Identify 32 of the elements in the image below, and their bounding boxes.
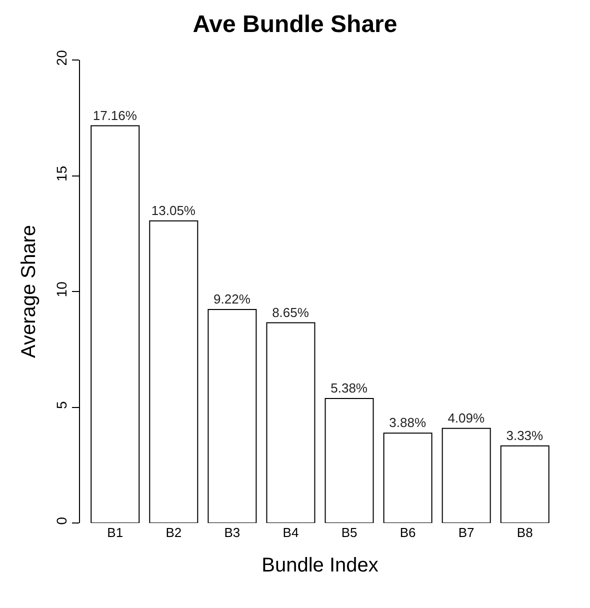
bar bbox=[266, 322, 316, 523]
y-tick-label: 0 bbox=[53, 516, 70, 525]
x-tick-label: B4 bbox=[282, 525, 299, 540]
bar bbox=[324, 398, 374, 523]
y-tick-label: 5 bbox=[53, 401, 70, 410]
data-label: 9.22% bbox=[214, 292, 251, 307]
bar bbox=[208, 309, 257, 523]
bar bbox=[500, 445, 550, 523]
bar bbox=[90, 125, 140, 523]
bar bbox=[442, 428, 491, 523]
data-label: 17.16% bbox=[92, 108, 138, 123]
data-label: 13.05% bbox=[151, 202, 196, 218]
x-tick-label: B8 bbox=[516, 525, 533, 540]
y-tick-label: 20 bbox=[53, 50, 70, 66]
chart-title: Ave Bundle Share bbox=[192, 11, 398, 38]
x-tick-label: B6 bbox=[400, 525, 416, 540]
data-label: 5.38% bbox=[330, 380, 368, 396]
y-tick-label: 10 bbox=[53, 281, 70, 298]
x-tick-label: B3 bbox=[224, 525, 240, 540]
bar bbox=[149, 220, 198, 523]
y-tick-label: 15 bbox=[53, 166, 70, 182]
y-axis-title: Average Share bbox=[18, 224, 40, 358]
x-tick-label: B1 bbox=[107, 525, 124, 540]
x-tick-label: B2 bbox=[166, 525, 182, 540]
x-axis-title: Bundle Index bbox=[262, 554, 378, 576]
data-label: 4.09% bbox=[448, 410, 485, 426]
x-tick-label: B7 bbox=[458, 525, 474, 540]
x-tick-label: B5 bbox=[341, 525, 358, 540]
bar bbox=[383, 432, 432, 523]
data-label: 8.65% bbox=[272, 304, 310, 320]
data-label: 3.33% bbox=[506, 428, 544, 443]
data-label: 3.88% bbox=[389, 415, 426, 430]
